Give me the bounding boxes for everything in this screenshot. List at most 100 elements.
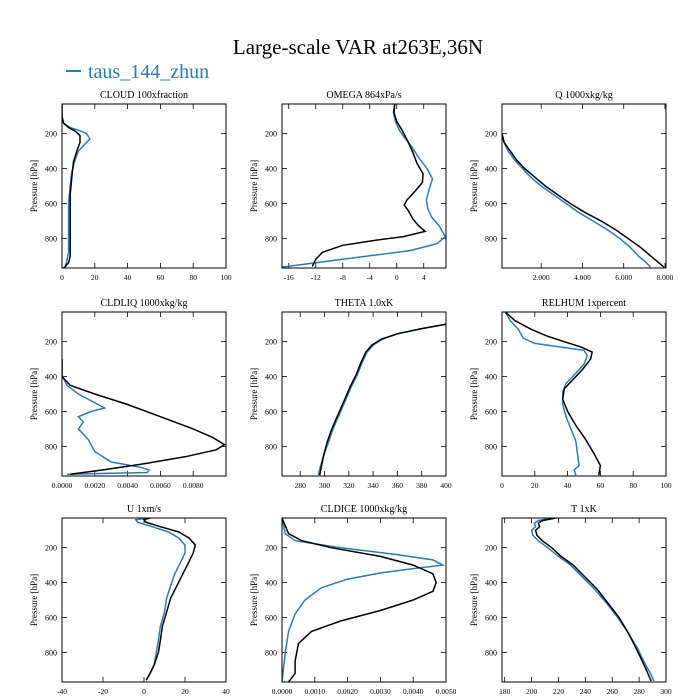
x-tick-label: 100 [220,273,232,282]
y-tick-label: 200 [485,338,497,347]
plot-frame [61,517,227,683]
y-tick-label: 400 [265,165,277,174]
y-tick-label: 400 [485,579,497,588]
x-tick-label: 280 [295,481,307,490]
x-tick-label: -20 [98,687,108,696]
y-axis-label: Pressure [hPa] [29,574,39,626]
y-tick-label: 800 [265,442,277,451]
series-line-blue [282,104,446,268]
x-tick-label: -16 [284,273,294,282]
x-tick-label: 6.000 [615,273,632,282]
x-tick-label: 260 [607,687,619,696]
x-tick-label: 20 [181,687,189,696]
panel-title: THETA 1.0xK [335,298,394,309]
panel-4: THETA 1.0xK 200 400 600 800 Pressure [hPa] 280… [249,298,452,490]
y-tick-label: 200 [45,130,57,139]
plot-frame [501,517,667,683]
x-tick-label: 0.0020 [337,687,358,696]
x-tick-label: 220 [553,687,565,696]
x-tick-label: 8.000 [657,273,674,282]
y-tick-label: 200 [265,338,277,347]
y-tick-label: 600 [265,199,277,208]
panel-8: T 1xK 200 400 600 800 Pressure [hPa] 180 200 220… [469,504,672,696]
x-tick-label: 4 [422,273,426,282]
plot-frame [281,517,447,683]
x-tick-label: 280 [633,687,645,696]
x-tick-label: 0 [60,273,64,282]
y-tick-label: 600 [45,613,57,622]
panel-3: CLDLIQ 1000xkg/kg 200 400 600 800 Pressure [h… [29,298,227,490]
y-tick-label: 600 [485,199,497,208]
x-tick-label: 60 [597,481,605,490]
y-tick-label: 400 [45,373,57,382]
x-tick-label: 40 [124,273,132,282]
x-tick-label: 0.0050 [436,687,457,696]
x-tick-label: 200 [526,687,538,696]
y-tick-label: 800 [45,648,57,657]
legend: taus_144_zhun [66,61,209,83]
y-tick-label: 200 [45,338,57,347]
x-tick-label: 0.0040 [117,481,138,490]
x-tick-label: 0.0060 [150,481,171,490]
y-tick-label: 600 [485,407,497,416]
series-line-black [282,518,438,682]
y-tick-label: 200 [485,544,497,553]
panel-title: CLDLIQ 1000xkg/kg [101,298,188,309]
y-tick-label: 800 [265,234,277,243]
y-tick-label: 600 [265,613,277,622]
y-tick-label: 800 [485,648,497,657]
x-tick-label: 300 [660,687,672,696]
y-tick-label: 200 [265,544,277,553]
y-axis-label: Pressure [hPa] [29,368,39,420]
y-tick-label: 200 [265,130,277,139]
x-tick-label: 0 [142,687,146,696]
x-tick-label: 40 [564,481,572,490]
x-tick-label: 100 [660,481,672,490]
panel-title: T 1xK [571,504,597,515]
x-tick-label: 0.0080 [183,481,204,490]
x-tick-label: 240 [580,687,592,696]
plot-frame [61,103,227,269]
x-tick-label: 4.000 [574,273,591,282]
y-tick-label: 400 [485,165,497,174]
x-tick-label: 300 [319,481,331,490]
y-axis-label: Pressure [hPa] [249,160,259,212]
x-tick-label: 80 [189,273,197,282]
series-line-black [502,133,665,268]
panel-7: CLDICE 1000xkg/kg 200 400 600 800 Pressure [h… [249,504,457,696]
y-axis-label: Pressure [hPa] [469,368,479,420]
x-tick-label: -40 [57,687,67,696]
x-tick-label: 60 [157,273,165,282]
series-line-black [504,312,602,476]
x-tick-label: 0 [500,481,504,490]
y-axis-label: Pressure [hPa] [249,368,259,420]
x-tick-label: -12 [311,273,321,282]
x-tick-label: 0.0010 [304,687,325,696]
y-tick-label: 800 [265,648,277,657]
x-tick-label: 340 [367,481,379,490]
x-tick-label: 80 [629,481,637,490]
x-tick-label: 2.000 [533,273,550,282]
series-line-black [62,359,226,476]
series-line-black [142,518,197,681]
x-tick-label: 400 [440,481,452,490]
figure-title: Large-scale VAR at263E,36N [233,35,483,59]
plot-frame [61,311,227,477]
plot-frame [501,103,667,269]
x-tick-label: 0.0000 [272,687,293,696]
panel-title: RELHUM 1xpercent [542,298,626,309]
panel-title: CLOUD 100xfraction [100,90,188,101]
legend-label: taus_144_zhun [88,61,209,83]
y-tick-label: 800 [485,442,497,451]
series-line-blue [502,133,652,268]
x-tick-label: 0.0020 [84,481,105,490]
series-line-blue [62,359,151,476]
series-line-black [534,518,652,682]
y-tick-label: 600 [45,199,57,208]
x-tick-label: 320 [343,481,355,490]
y-axis-label: Pressure [hPa] [249,574,259,626]
panel-title: Q 1000xkg/kg [555,90,613,101]
